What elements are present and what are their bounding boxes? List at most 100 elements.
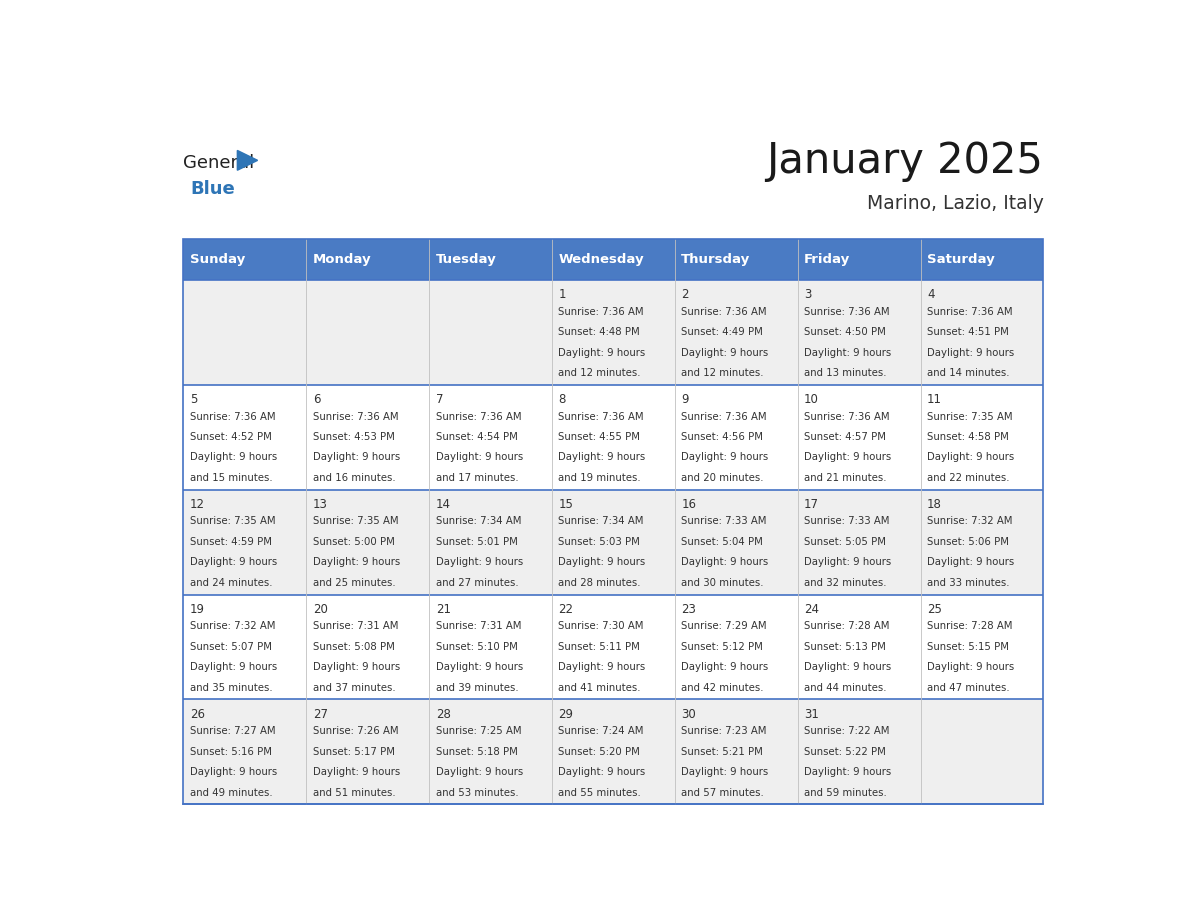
Text: Saturday: Saturday [927, 252, 994, 266]
Text: Daylight: 9 hours: Daylight: 9 hours [558, 453, 646, 463]
Text: Marino, Lazio, Italy: Marino, Lazio, Italy [866, 194, 1043, 213]
Text: Daylight: 9 hours: Daylight: 9 hours [436, 662, 523, 672]
Text: 30: 30 [682, 708, 696, 721]
Text: Sunrise: 7:35 AM: Sunrise: 7:35 AM [312, 517, 398, 526]
Text: Sunset: 5:00 PM: Sunset: 5:00 PM [312, 537, 394, 547]
Text: 2: 2 [682, 288, 689, 301]
Bar [183, 385, 1043, 489]
Text: Sunset: 4:57 PM: Sunset: 4:57 PM [804, 432, 886, 442]
Text: Daylight: 9 hours: Daylight: 9 hours [436, 453, 523, 463]
Text: Sunset: 5:06 PM: Sunset: 5:06 PM [927, 537, 1009, 547]
Text: and 13 minutes.: and 13 minutes. [804, 368, 886, 378]
Text: Daylight: 9 hours: Daylight: 9 hours [558, 348, 646, 357]
Text: Sunrise: 7:36 AM: Sunrise: 7:36 AM [558, 307, 644, 317]
Text: Sunrise: 7:36 AM: Sunrise: 7:36 AM [558, 411, 644, 421]
Text: 15: 15 [558, 498, 574, 511]
Text: and 27 minutes.: and 27 minutes. [436, 577, 518, 588]
Text: 20: 20 [312, 603, 328, 616]
Text: 24: 24 [804, 603, 820, 616]
Text: and 12 minutes.: and 12 minutes. [682, 368, 764, 378]
Text: 9: 9 [682, 393, 689, 406]
Text: 27: 27 [312, 708, 328, 721]
Text: Sunset: 5:15 PM: Sunset: 5:15 PM [927, 642, 1009, 652]
Text: Sunset: 4:49 PM: Sunset: 4:49 PM [682, 327, 763, 337]
Text: Sunrise: 7:22 AM: Sunrise: 7:22 AM [804, 726, 890, 736]
Text: Daylight: 9 hours: Daylight: 9 hours [682, 348, 769, 357]
Text: Sunrise: 7:32 AM: Sunrise: 7:32 AM [927, 517, 1012, 526]
Text: Daylight: 9 hours: Daylight: 9 hours [558, 662, 646, 672]
Text: Sunset: 5:17 PM: Sunset: 5:17 PM [312, 746, 394, 756]
Text: Sunrise: 7:28 AM: Sunrise: 7:28 AM [927, 621, 1012, 632]
Text: 10: 10 [804, 393, 819, 406]
Text: 28: 28 [436, 708, 450, 721]
Text: and 53 minutes.: and 53 minutes. [436, 788, 518, 798]
Text: 6: 6 [312, 393, 321, 406]
Text: and 51 minutes.: and 51 minutes. [312, 788, 396, 798]
Text: and 21 minutes.: and 21 minutes. [804, 473, 886, 483]
Text: 14: 14 [436, 498, 450, 511]
Text: 7: 7 [436, 393, 443, 406]
Text: 12: 12 [190, 498, 206, 511]
Text: 23: 23 [682, 603, 696, 616]
Text: 11: 11 [927, 393, 942, 406]
Text: Sunset: 5:05 PM: Sunset: 5:05 PM [804, 537, 886, 547]
Text: Sunset: 5:18 PM: Sunset: 5:18 PM [436, 746, 518, 756]
Text: Sunrise: 7:34 AM: Sunrise: 7:34 AM [558, 517, 644, 526]
Text: Daylight: 9 hours: Daylight: 9 hours [558, 767, 646, 778]
Text: Sunrise: 7:26 AM: Sunrise: 7:26 AM [312, 726, 398, 736]
Text: Daylight: 9 hours: Daylight: 9 hours [190, 767, 277, 778]
Text: Daylight: 9 hours: Daylight: 9 hours [804, 662, 891, 672]
Text: Sunset: 5:03 PM: Sunset: 5:03 PM [558, 537, 640, 547]
Text: and 59 minutes.: and 59 minutes. [804, 788, 887, 798]
Text: Tuesday: Tuesday [436, 252, 497, 266]
Bar [307, 239, 429, 280]
Text: and 22 minutes.: and 22 minutes. [927, 473, 1010, 483]
Text: Daylight: 9 hours: Daylight: 9 hours [436, 767, 523, 778]
Text: Daylight: 9 hours: Daylight: 9 hours [927, 348, 1015, 357]
Text: 19: 19 [190, 603, 206, 616]
Text: Sunrise: 7:36 AM: Sunrise: 7:36 AM [927, 307, 1012, 317]
Text: Blue: Blue [191, 180, 235, 198]
Text: Sunset: 5:20 PM: Sunset: 5:20 PM [558, 746, 640, 756]
Text: Daylight: 9 hours: Daylight: 9 hours [804, 348, 891, 357]
Text: Daylight: 9 hours: Daylight: 9 hours [682, 557, 769, 567]
Text: and 15 minutes.: and 15 minutes. [190, 473, 272, 483]
Text: Sunday: Sunday [190, 252, 245, 266]
Text: and 39 minutes.: and 39 minutes. [436, 683, 518, 693]
Text: and 32 minutes.: and 32 minutes. [804, 577, 886, 588]
Text: Sunset: 5:16 PM: Sunset: 5:16 PM [190, 746, 272, 756]
Text: Sunset: 5:04 PM: Sunset: 5:04 PM [682, 537, 763, 547]
Text: Sunrise: 7:27 AM: Sunrise: 7:27 AM [190, 726, 276, 736]
Text: 4: 4 [927, 288, 935, 301]
Text: Sunrise: 7:36 AM: Sunrise: 7:36 AM [804, 411, 890, 421]
Text: Sunset: 5:10 PM: Sunset: 5:10 PM [436, 642, 518, 652]
Text: Daylight: 9 hours: Daylight: 9 hours [436, 557, 523, 567]
Text: Sunset: 4:51 PM: Sunset: 4:51 PM [927, 327, 1009, 337]
Text: and 57 minutes.: and 57 minutes. [682, 788, 764, 798]
Text: and 37 minutes.: and 37 minutes. [312, 683, 396, 693]
Text: 13: 13 [312, 498, 328, 511]
Text: Daylight: 9 hours: Daylight: 9 hours [682, 453, 769, 463]
Text: Daylight: 9 hours: Daylight: 9 hours [312, 453, 400, 463]
Text: Sunrise: 7:35 AM: Sunrise: 7:35 AM [927, 411, 1012, 421]
Text: 22: 22 [558, 603, 574, 616]
Text: Daylight: 9 hours: Daylight: 9 hours [927, 662, 1015, 672]
Text: and 47 minutes.: and 47 minutes. [927, 683, 1010, 693]
Text: Sunrise: 7:34 AM: Sunrise: 7:34 AM [436, 517, 522, 526]
Text: Sunrise: 7:25 AM: Sunrise: 7:25 AM [436, 726, 522, 736]
Text: Sunrise: 7:23 AM: Sunrise: 7:23 AM [682, 726, 766, 736]
Text: and 44 minutes.: and 44 minutes. [804, 683, 886, 693]
Text: Sunrise: 7:29 AM: Sunrise: 7:29 AM [682, 621, 767, 632]
Text: 25: 25 [927, 603, 942, 616]
Bar [675, 239, 797, 280]
Text: Sunset: 5:07 PM: Sunset: 5:07 PM [190, 642, 272, 652]
Text: Monday: Monday [312, 252, 372, 266]
Text: 29: 29 [558, 708, 574, 721]
Text: 8: 8 [558, 393, 565, 406]
Text: and 25 minutes.: and 25 minutes. [312, 577, 396, 588]
Text: and 16 minutes.: and 16 minutes. [312, 473, 396, 483]
Text: Daylight: 9 hours: Daylight: 9 hours [190, 662, 277, 672]
Text: and 49 minutes.: and 49 minutes. [190, 788, 272, 798]
Bar [429, 239, 552, 280]
Text: Sunrise: 7:28 AM: Sunrise: 7:28 AM [804, 621, 890, 632]
